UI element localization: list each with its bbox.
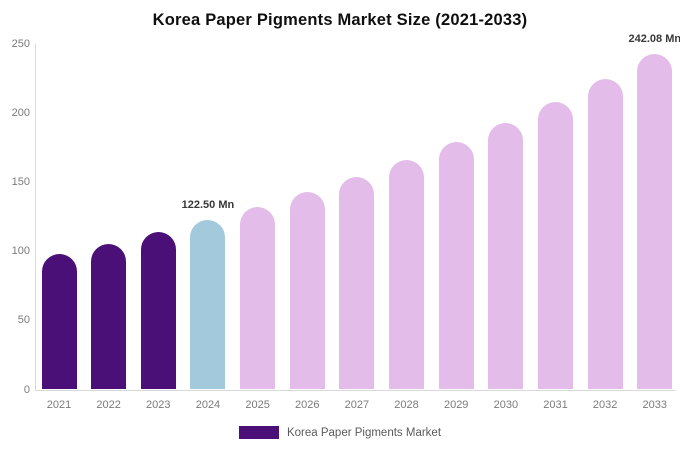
bar-2025 xyxy=(240,206,276,390)
x-axis-tick-label-2021: 2021 xyxy=(46,399,72,411)
bar-2022 xyxy=(91,243,127,390)
bar-2033 xyxy=(637,54,673,390)
y-axis-tick-label: 0 xyxy=(23,383,30,396)
bar-2021 xyxy=(41,254,77,390)
x-axis-tick-label-2025: 2025 xyxy=(245,399,270,411)
y-axis-tick-label: 100 xyxy=(11,245,30,258)
y-axis-line xyxy=(35,43,36,390)
bar-2024 xyxy=(190,219,226,390)
x-axis-tick-label-2026: 2026 xyxy=(295,399,320,411)
bar-value-label-2024: 122.50 Mn xyxy=(181,198,235,211)
y-axis-tick-label: 50 xyxy=(17,314,30,327)
x-axis-tick-label-2029: 2029 xyxy=(443,399,469,411)
y-axis-tick-label: 250 xyxy=(11,37,30,50)
bar-2029 xyxy=(438,142,474,390)
bar-2028 xyxy=(389,160,425,390)
legend-swatch xyxy=(238,426,279,439)
x-axis-tick-label-2030: 2030 xyxy=(493,399,519,411)
x-axis-tick-label-2028: 2028 xyxy=(394,399,419,411)
y-axis-tick-label: 150 xyxy=(11,175,30,188)
chart-title: Korea Paper Pigments Market Size (2021-2… xyxy=(152,11,528,29)
x-axis-tick-label-2022: 2022 xyxy=(96,399,121,411)
x-axis-tick-label-2032: 2032 xyxy=(592,399,618,411)
x-axis-tick-label-2031: 2031 xyxy=(543,399,568,411)
bar-2023 xyxy=(140,232,176,390)
x-axis-tick-label-2033: 2033 xyxy=(642,399,668,411)
legend-label: Korea Paper Pigments Market xyxy=(286,426,442,439)
x-axis-tick-label-2024: 2024 xyxy=(195,399,221,411)
x-axis-line xyxy=(35,389,676,391)
bar-2031 xyxy=(538,101,573,390)
x-axis-tick-label-2023: 2023 xyxy=(146,399,171,411)
legend: Korea Paper Pigments Market xyxy=(0,426,680,439)
x-axis-tick-label-2027: 2027 xyxy=(344,399,370,411)
bar-2030 xyxy=(488,122,524,390)
bar-value-label-2033: 242.08 Mn xyxy=(628,33,680,46)
y-axis-tick-label: 200 xyxy=(11,106,30,119)
bar-2026 xyxy=(289,192,325,390)
bar-2027 xyxy=(339,176,375,390)
bar-2032 xyxy=(587,78,623,390)
